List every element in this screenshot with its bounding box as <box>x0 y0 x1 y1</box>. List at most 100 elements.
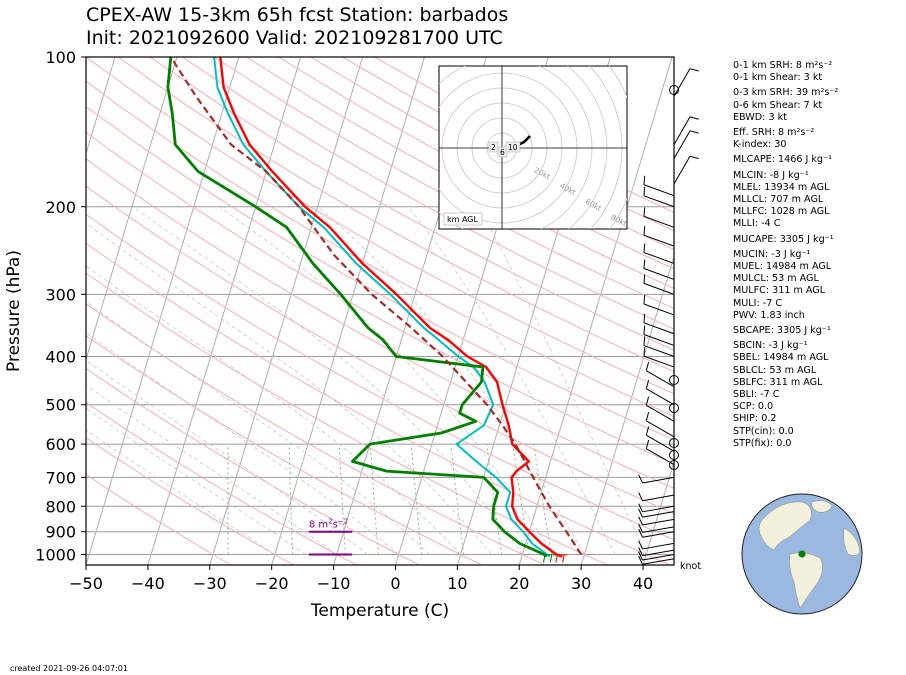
wind-barb <box>673 116 691 145</box>
wind-barb <box>643 234 675 247</box>
hodograph-label-box <box>443 212 483 226</box>
wind-barb-flag <box>638 551 643 561</box>
wind-barb-flag <box>638 540 643 550</box>
wind-barb-flag <box>645 396 650 406</box>
wind-barb <box>643 345 675 357</box>
parameter-line: SBCIN: -3 J kg⁻¹ <box>733 340 808 352</box>
isotherm-line <box>86 57 240 565</box>
wind-barb <box>673 156 691 185</box>
isotherm-line <box>86 57 116 156</box>
wind-barb-flag <box>645 426 650 436</box>
wind-barb <box>643 282 675 295</box>
wind-barb-flag <box>689 68 699 72</box>
moist-adiabat-line <box>86 301 430 555</box>
x-tick-label: −50 <box>69 574 103 593</box>
parameter-line: SBLI: -7 C <box>733 389 780 401</box>
calm-wind-marker <box>669 403 679 413</box>
mixing-ratio-line <box>512 444 530 555</box>
sounding-parameters-panel: 0-1 km SRH: 8 m²s⁻² 0-1 km Shear: 3 kt 0-3… <box>733 57 838 450</box>
wind-barb-flag <box>638 516 643 526</box>
wind-barb <box>642 553 675 561</box>
dewpoint-profile-line <box>166 57 548 558</box>
wind-barb-flag <box>643 336 646 346</box>
calm-wind-marker <box>669 438 679 448</box>
y-tick-label: 400 <box>45 348 76 367</box>
parameter-line: SHIP: 0.2 <box>733 413 777 425</box>
wind-barb-flag <box>689 155 699 160</box>
parameter-line: MLCIN: -8 J kg⁻¹ <box>733 169 809 181</box>
calm-wind-marker <box>669 375 679 385</box>
wind-barb-flag <box>638 474 643 484</box>
globe-north-america <box>758 501 812 551</box>
parameter-line: MUCAPE: 3305 J kg⁻¹ <box>733 233 834 245</box>
wind-barb <box>642 494 675 502</box>
parameter-line: MULFC: 311 m AGL <box>733 285 826 297</box>
wind-barb <box>643 268 675 280</box>
dry-adiabat-line <box>86 80 674 418</box>
wind-barb-flag <box>643 207 646 217</box>
dry-adiabat-line <box>117 57 674 373</box>
mixing-ratio-line <box>450 444 465 555</box>
dry-adiabat-line <box>86 57 674 395</box>
x-tick-label: −30 <box>193 574 227 593</box>
parameter-line: MULCL: 53 m AGL <box>733 273 819 285</box>
wind-barb <box>643 334 675 346</box>
y-tick-label: 500 <box>45 396 76 415</box>
x-tick-label: −10 <box>317 574 351 593</box>
wind-barb <box>643 195 675 208</box>
mixing-ratio-line <box>533 444 553 555</box>
wind-barb <box>642 542 675 550</box>
y-tick-label: 100 <box>45 48 76 67</box>
parameter-line: MLLI: -4 C <box>733 218 781 230</box>
dry-adiabat-line <box>181 57 674 330</box>
isotherm-line <box>642 460 674 565</box>
dry-adiabat-line <box>86 158 674 489</box>
y-tick-label: 700 <box>45 468 76 487</box>
hodograph-height-box <box>505 141 521 153</box>
wind-barb <box>642 476 675 484</box>
dry-adiabat-line <box>86 131 674 465</box>
hodograph-frame <box>438 65 628 230</box>
wind-barb <box>642 518 675 526</box>
parameter-line: MLCAPE: 1466 J kg⁻¹ <box>733 154 832 166</box>
globe-south-america <box>789 552 823 609</box>
wind-barb-flag <box>645 439 650 449</box>
wind-barb <box>673 68 691 97</box>
hodograph-height-label: 2 <box>491 143 496 152</box>
dry-adiabat-line <box>86 185 674 515</box>
wind-barb-flag <box>643 243 646 253</box>
wind-barb <box>673 130 691 159</box>
parameter-line: K-index: 30 <box>733 139 787 151</box>
mixing-ratio-line <box>369 444 379 555</box>
dry-adiabat-line <box>86 106 674 441</box>
wind-unit-label: knot <box>680 561 701 572</box>
wind-barb-flag <box>643 325 646 335</box>
parameter-line: EBWD: 3 kt <box>733 111 787 123</box>
isotherm-line <box>147 57 302 565</box>
wind-barb-flag <box>645 411 650 421</box>
isotherm-line <box>580 254 674 565</box>
dry-adiabat-line <box>86 213 674 541</box>
hodograph-height-label: 10 <box>508 143 518 152</box>
surface-temperature-label: TT <box>553 553 568 566</box>
wind-barb <box>643 184 675 197</box>
dry-adiabat-line <box>278 57 674 270</box>
moist-adiabat-line <box>86 332 399 555</box>
wind-barb <box>643 355 675 368</box>
parameter-line: PWV: 1.83 inch <box>733 309 805 321</box>
wind-barb-flag <box>643 175 646 185</box>
parameter-line: STP(fix): 0.0 <box>733 437 792 449</box>
wind-barb-flag <box>645 379 650 389</box>
hodograph-height-label: 6 <box>500 148 505 157</box>
wind-barb <box>642 526 675 533</box>
moist-adiabat-line <box>86 429 276 555</box>
dry-adiabat-line <box>213 57 674 310</box>
surface-dewpoint-label: TT <box>541 553 556 566</box>
dry-adiabat-line <box>86 242 671 565</box>
isotherm-line <box>209 57 364 565</box>
parameter-line: SCP: 0.0 <box>733 401 774 413</box>
mixing-ratio-line <box>338 444 346 555</box>
wind-barb <box>643 215 675 228</box>
wind-barb-flag <box>689 130 699 134</box>
station-marker <box>798 550 806 558</box>
